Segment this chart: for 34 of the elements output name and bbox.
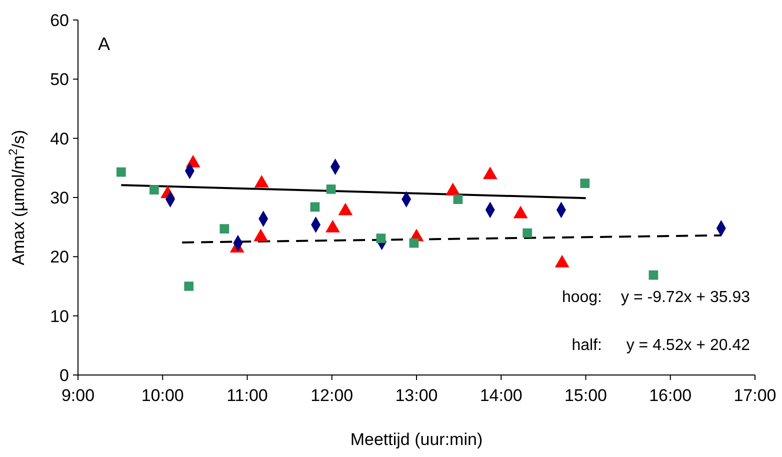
x-tick-label: 12:00 [310,386,354,405]
point [522,228,532,238]
point [220,224,230,234]
annotation: hoog: [562,289,602,306]
point [116,167,126,177]
y-tick-label: 0 [60,366,69,385]
point [453,194,463,204]
x-tick-label: 16:00 [649,386,692,405]
y-tick-label: 50 [50,70,69,90]
annotation: A [98,34,110,54]
point [648,270,658,280]
x-tick-label: 14:00 [480,386,522,405]
annotation: half: [572,337,602,354]
point [310,202,320,212]
point [326,184,336,194]
y-tick-label: 10 [50,306,69,326]
y-tick-label: 60 [50,10,69,30]
y-tick-label: 30 [50,188,69,208]
point [184,282,194,291]
point [409,238,419,248]
y-tick-label: 20 [50,248,69,267]
annotation: y = 4.52x + 20.42 [626,337,750,354]
point [376,234,386,244]
point [580,178,590,188]
y-tick-label: 40 [50,129,69,148]
point [149,185,159,194]
x-tick-label: 10:00 [141,386,184,405]
x-tick-label: 13:00 [395,386,438,405]
x-tick-label: 17:00 [734,386,776,405]
x-tick-label: 15:00 [564,386,608,405]
x-tick-label: 11:00 [226,386,268,405]
x-tick-label: 9:00 [61,386,95,405]
x-axis-title: Meettijd (uur:min) [350,430,483,449]
annotation: y = -9.72x + 35.93 [621,289,750,306]
